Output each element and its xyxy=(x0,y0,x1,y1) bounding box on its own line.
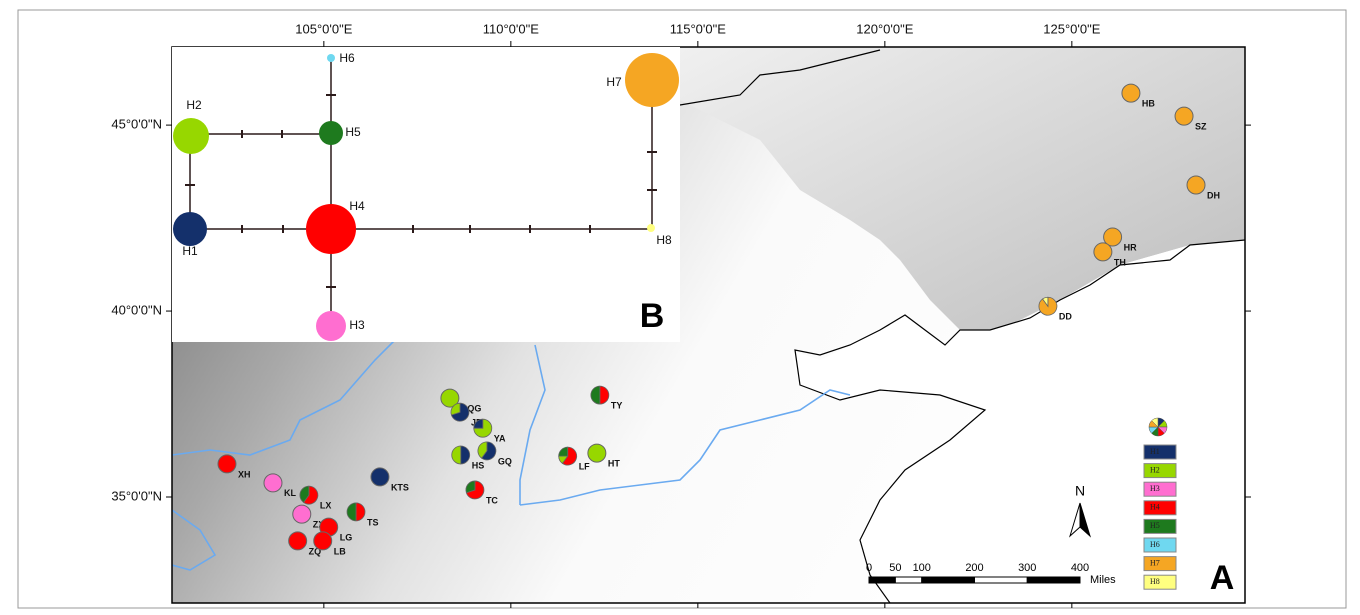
scale-label: 300 xyxy=(1018,562,1036,574)
figure: A N 105°0'0"E 110°0'0"E 115°0'0"E 120°0'0"E… xyxy=(0,0,1360,610)
site-label: GQ xyxy=(498,456,512,466)
site-label: KL xyxy=(284,488,296,498)
north-label: N xyxy=(1075,483,1085,499)
pie-slice xyxy=(371,468,389,486)
legend-swatch xyxy=(1144,519,1176,533)
site-label: TY xyxy=(611,400,623,410)
scale-segment xyxy=(922,577,975,583)
legend-label: H7 xyxy=(1150,558,1160,567)
network-inset: B H1 H2 H3 H4 H5 H6 H7 H8 xyxy=(172,47,680,342)
haplotype-node xyxy=(173,212,207,246)
node-label: H6 xyxy=(339,51,355,65)
panel-label: B xyxy=(640,297,665,335)
site-label: SZ xyxy=(1195,122,1207,132)
legend-swatch xyxy=(1144,445,1176,459)
node-label: H2 xyxy=(186,98,202,112)
legend-swatch xyxy=(1144,557,1176,571)
node-label: H1 xyxy=(182,244,198,258)
legend-label: H6 xyxy=(1150,540,1160,549)
site-label: HT xyxy=(608,458,620,468)
scale-label: 0 xyxy=(866,562,872,574)
y-tick-label: 40°0'0"N xyxy=(111,302,162,317)
pie-slice xyxy=(588,444,606,462)
scale-segment xyxy=(869,577,895,583)
node-label: H5 xyxy=(345,125,361,139)
legend-swatch xyxy=(1144,464,1176,478)
site-label: TS xyxy=(367,517,379,527)
node-label: H3 xyxy=(349,318,365,332)
node-label: H7 xyxy=(606,75,622,89)
site-label: DD xyxy=(1059,312,1072,322)
pie-slice xyxy=(1122,84,1140,102)
site-label: HB xyxy=(1142,98,1155,108)
scale-segment xyxy=(895,577,921,583)
scale-segment xyxy=(975,577,1028,583)
legend-label: H4 xyxy=(1150,503,1160,512)
x-tick-label: 115°0'0"E xyxy=(670,21,726,36)
node-label: H4 xyxy=(349,199,365,213)
site-label: HR xyxy=(1124,242,1137,252)
pie-slice xyxy=(1175,107,1193,125)
site-label: KTS xyxy=(391,482,409,492)
legend-swatch xyxy=(1144,538,1176,552)
site-label: TC xyxy=(486,495,498,505)
haplotype-node xyxy=(319,121,343,145)
scale-label: 100 xyxy=(913,562,931,574)
panel-label: A xyxy=(1210,559,1235,597)
site-label: TH xyxy=(1114,257,1126,267)
x-tick-label: 110°0'0"E xyxy=(483,21,539,36)
x-tick-label: 105°0'0"E xyxy=(295,21,352,36)
scale-unit: Miles xyxy=(1090,574,1116,586)
site-label: XH xyxy=(238,469,251,479)
x-tick-label: 120°0'0"E xyxy=(856,21,913,36)
haplotype-node xyxy=(173,118,209,154)
haplotype-node xyxy=(647,224,655,232)
haplotype-node xyxy=(327,54,335,62)
inset-panel xyxy=(172,47,680,342)
site-label: YA xyxy=(494,434,506,444)
site-label: LB xyxy=(334,546,346,556)
scale-label: 50 xyxy=(889,562,901,574)
pie-slice xyxy=(314,532,332,550)
scale-label: 200 xyxy=(965,562,983,574)
pie-slice xyxy=(264,474,282,492)
site-label: LF xyxy=(579,461,590,471)
pie-slice xyxy=(293,505,311,523)
legend-swatch xyxy=(1144,482,1176,496)
y-tick-label: 45°0'0"N xyxy=(111,117,162,132)
site-label: DH xyxy=(1207,190,1220,200)
haplotype-node xyxy=(625,53,679,107)
site-label: LG xyxy=(340,533,353,543)
pie-slice xyxy=(218,455,236,473)
y-tick-label: 35°0'0"N xyxy=(111,488,162,503)
pie-slice xyxy=(289,532,307,550)
legend-label: H3 xyxy=(1150,484,1160,493)
x-tick-label: 125°0'0"E xyxy=(1043,21,1100,36)
legend-label: H8 xyxy=(1150,577,1160,586)
node-label: H8 xyxy=(656,233,672,247)
pie-slice xyxy=(1094,243,1112,261)
scale-label: 400 xyxy=(1071,562,1089,574)
legend-swatch xyxy=(1144,501,1176,515)
haplotype-node xyxy=(316,311,346,341)
legend-label: H2 xyxy=(1150,465,1160,474)
legend-label: H1 xyxy=(1150,447,1160,456)
site-label: HS xyxy=(472,460,485,470)
scale-segment xyxy=(1027,577,1080,583)
legend-swatch xyxy=(1144,575,1176,589)
site-label: LX xyxy=(320,501,332,511)
legend-label: H5 xyxy=(1150,521,1160,530)
pie-slice xyxy=(1187,176,1205,194)
